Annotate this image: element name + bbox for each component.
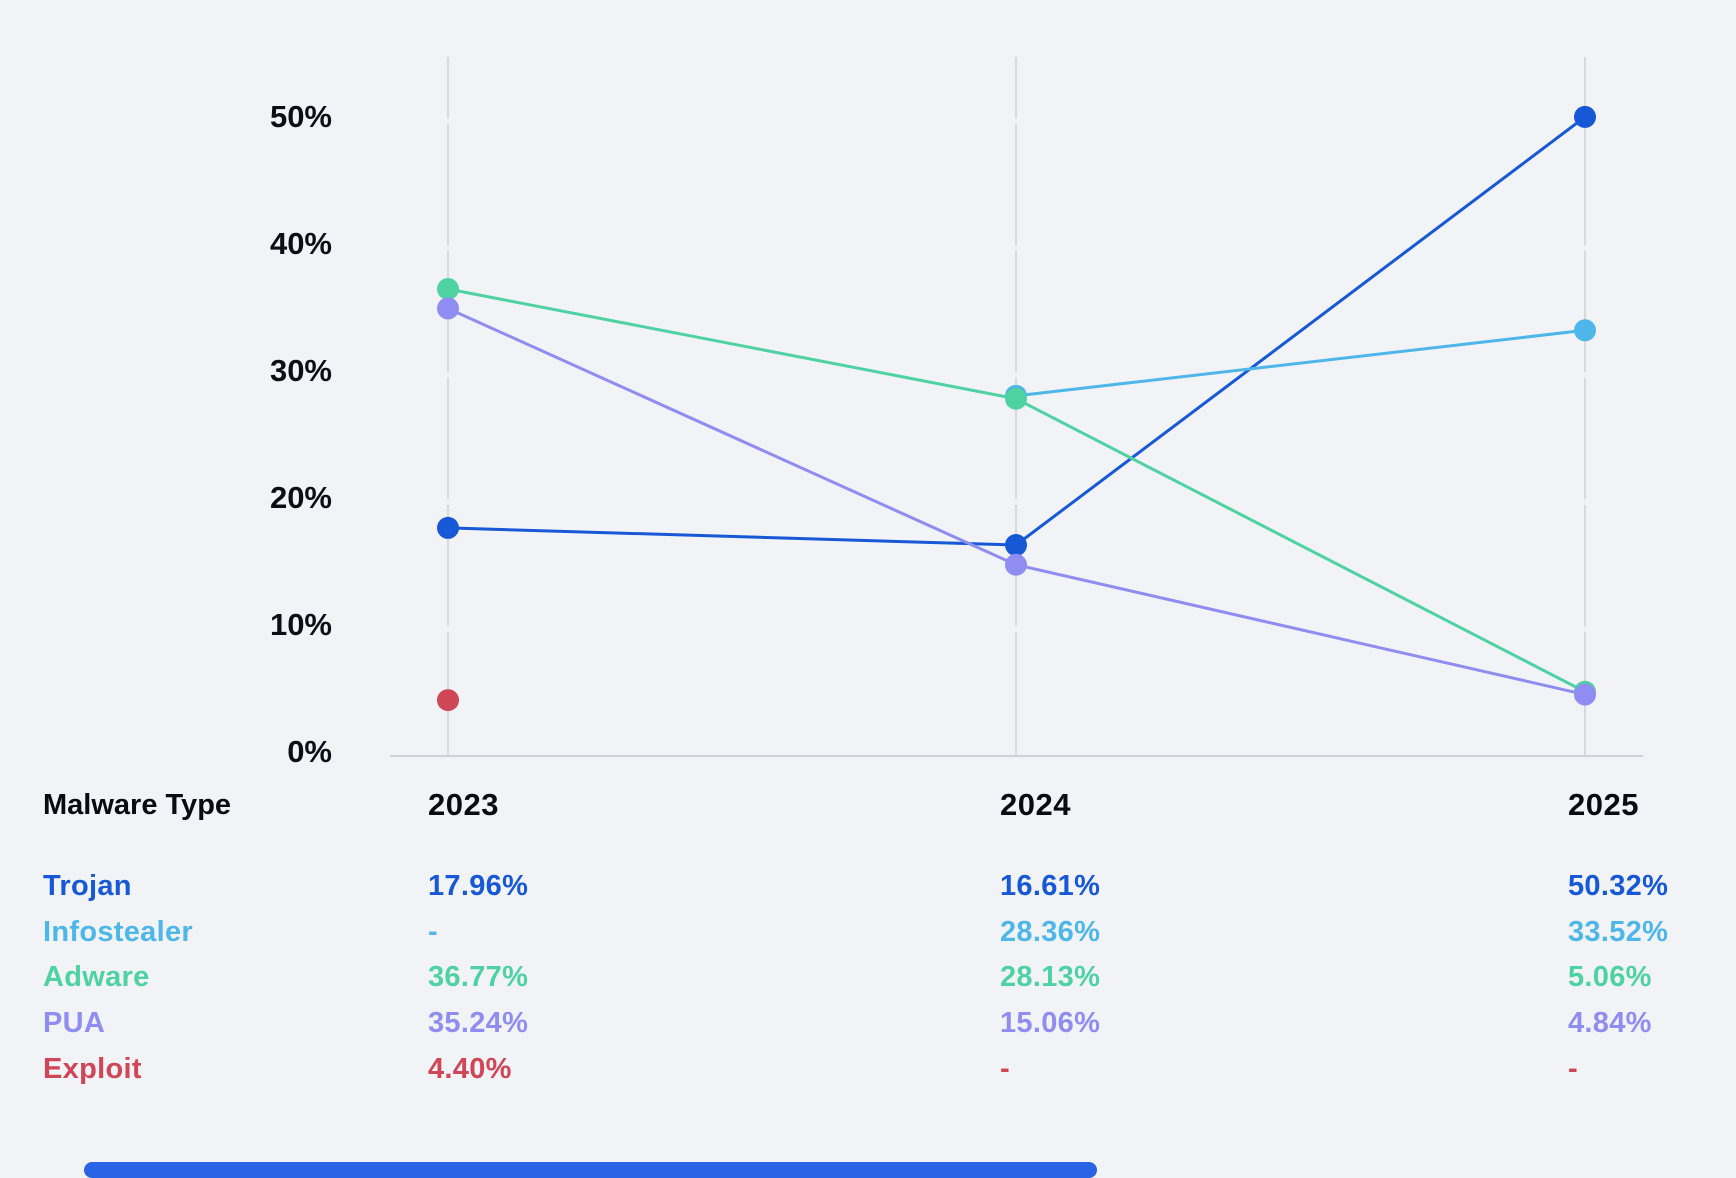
year-header-2023: 2023 xyxy=(428,787,499,822)
legend-label-trojan: Trojan xyxy=(43,870,132,902)
year-header-2025: 2025 xyxy=(1568,787,1639,822)
value-infostealer-2025: 33.52% xyxy=(1568,915,1669,948)
value-trojan-2024: 16.61% xyxy=(1000,870,1101,902)
malware-table: Malware Type 2023 2024 2025 Trojan 17.96% 16… xyxy=(43,782,1736,1092)
legend-label-infostealer: Infostealer xyxy=(43,915,193,948)
value-adware-2025: 5.06% xyxy=(1568,961,1652,994)
value-pua-2024: 15.06% xyxy=(1000,1007,1101,1040)
infostealer-point-2025[interactable] xyxy=(1574,319,1596,342)
value-pua-2023: 35.24% xyxy=(428,1007,529,1040)
value-infostealer-2024: 28.36% xyxy=(1000,915,1101,948)
legend-label-pua: PUA xyxy=(43,1007,106,1040)
value-pua-2025: 4.84% xyxy=(1568,1007,1652,1040)
value-adware-2023: 36.77% xyxy=(428,961,529,994)
value-exploit-2023: 4.40% xyxy=(428,1052,512,1085)
value-adware-2024: 28.13% xyxy=(1000,961,1101,994)
value-exploit-2024: - xyxy=(1000,1052,1010,1085)
adware-point-2023[interactable] xyxy=(437,278,459,301)
y-tick-label-50: 50% xyxy=(269,99,332,134)
infostealer-line xyxy=(1014,328,1587,398)
y-tick-label-30: 30% xyxy=(269,353,332,388)
year-header-2024: 2024 xyxy=(1000,787,1071,822)
legend-label-adware: Adware xyxy=(43,961,150,994)
trojan-point-2023[interactable] xyxy=(437,516,459,539)
y-tick-label-40: 40% xyxy=(269,226,332,261)
value-infostealer-2023: - xyxy=(428,915,438,948)
adware-point-2024[interactable] xyxy=(1005,387,1027,410)
table-header-row: Malware Type 2023 2024 2025 xyxy=(43,782,1736,828)
table-header-malware-type: Malware Type xyxy=(43,789,232,821)
pua-point-2023[interactable] xyxy=(437,297,459,320)
value-trojan-2023: 17.96% xyxy=(428,870,529,902)
value-exploit-2025: - xyxy=(1568,1052,1578,1085)
value-trojan-2025: 50.32% xyxy=(1568,870,1669,902)
table-rows: Trojan 17.96% 16.61% 50.32% Infostealer - 28.3… xyxy=(43,864,1736,1092)
trojan-point-2024[interactable] xyxy=(1005,534,1027,557)
y-tick-label-20: 20% xyxy=(269,480,332,515)
exploit-point-2023[interactable] xyxy=(437,689,459,712)
y-tick-label-0: 0% xyxy=(287,734,332,769)
progress-bar[interactable] xyxy=(84,1162,1097,1178)
pua-point-2024[interactable] xyxy=(1005,553,1027,576)
trojan-point-2025[interactable] xyxy=(1574,105,1596,128)
pua-point-2025[interactable] xyxy=(1574,683,1596,706)
y-tick-label-10: 10% xyxy=(269,607,332,642)
legend-label-exploit: Exploit xyxy=(43,1052,142,1085)
